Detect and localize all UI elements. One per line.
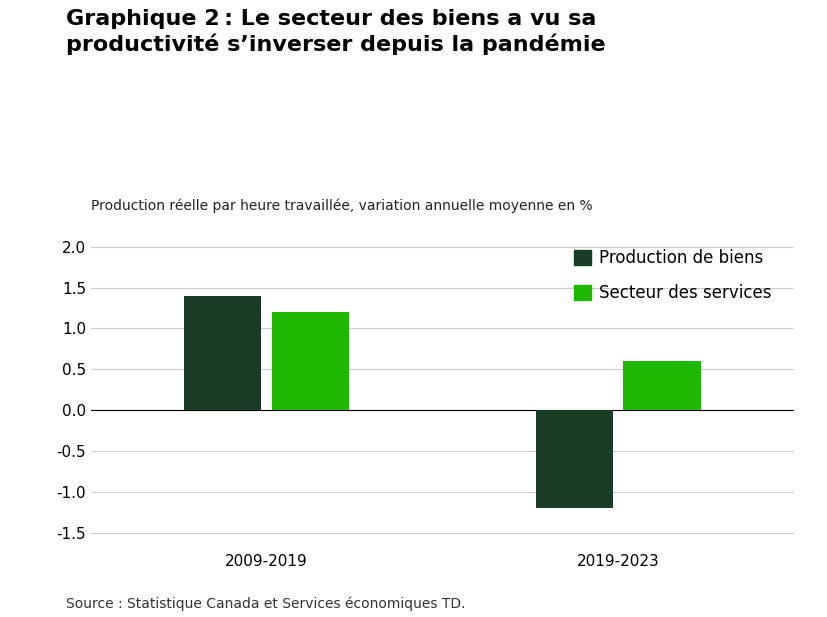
Bar: [536, 410, 613, 508]
Text: Graphique 2 : Le secteur des biens a vu sa
productivité s’inverser depuis la pan: Graphique 2 : Le secteur des biens a vu …: [66, 9, 606, 55]
Legend: Production de biens, Secteur des services: Production de biens, Secteur des service…: [574, 249, 772, 302]
Bar: [184, 296, 261, 410]
Text: Source : Statistique Canada et Services économiques TD.: Source : Statistique Canada et Services …: [66, 596, 466, 611]
Bar: [272, 312, 349, 410]
Bar: [624, 361, 700, 410]
Text: Production réelle par heure travaillée, variation annuelle moyenne en %: Production réelle par heure travaillée, …: [91, 198, 593, 213]
